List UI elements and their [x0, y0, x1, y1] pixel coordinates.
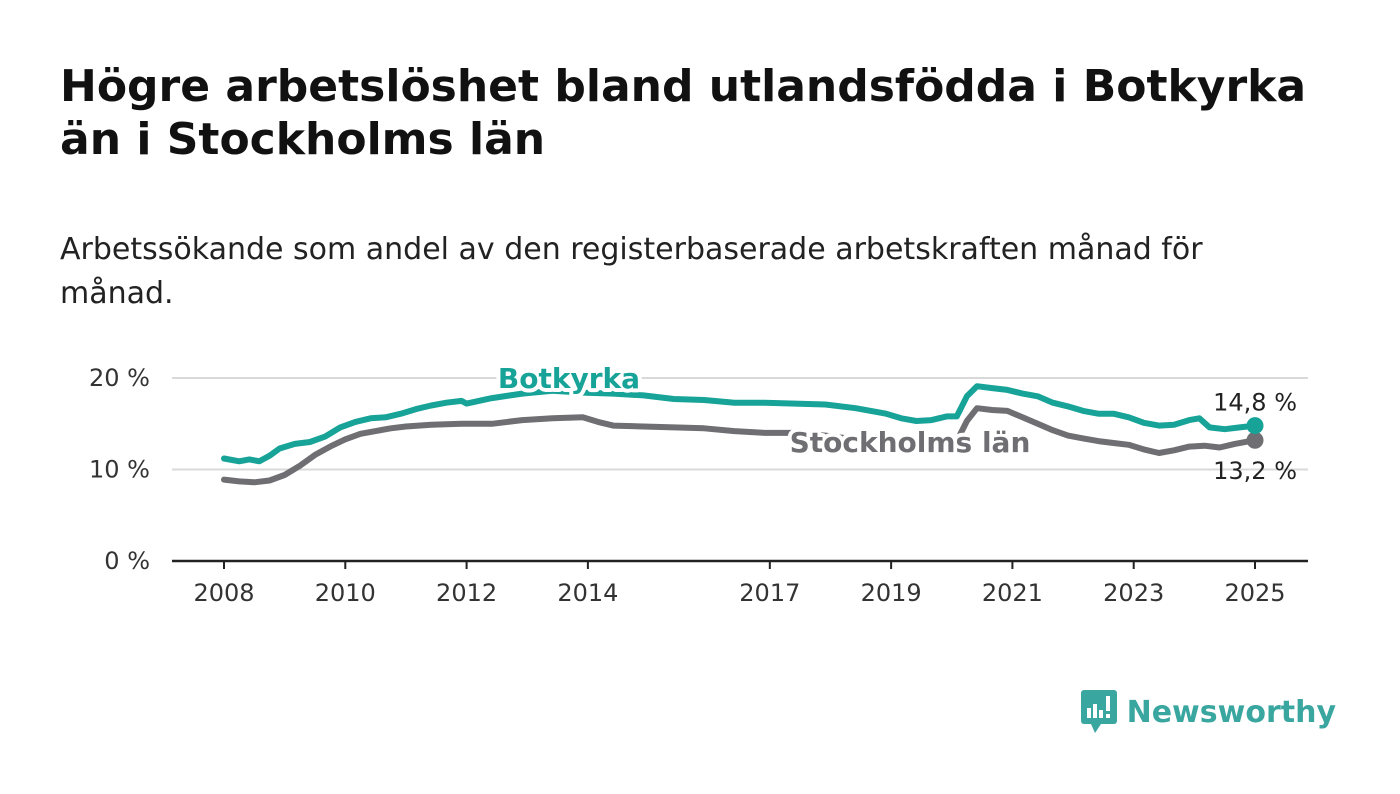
series-label-botkyrka: Botkyrka [498, 362, 640, 395]
x-tick-label-2023: 2023 [1103, 579, 1164, 607]
y-tick-label-10: 10 % [89, 456, 150, 484]
x-tick-label-2019: 2019 [861, 579, 922, 607]
x-tick-label-2010: 2010 [315, 579, 376, 607]
chart-title: Högre arbetslöshet bland utlandsfödda i … [60, 61, 1307, 165]
y-tick-label-20: 20 % [89, 364, 150, 392]
x-tick-label-2014: 2014 [557, 579, 618, 607]
line-chart: 0 % 10 % 20 % 2008 2010 2012 2014 2017 2019 2021 2… [89, 358, 1308, 607]
end-dot-botkyrka [1246, 417, 1264, 435]
y-tick-label-0: 0 % [104, 547, 150, 575]
newsworthy-logo-icon [1080, 690, 1117, 733]
brand-name: Newsworthy [1126, 694, 1336, 730]
end-dot-stockholms-län [1246, 431, 1264, 449]
x-tick-label-2012: 2012 [436, 579, 497, 607]
x-tick-label-2025: 2025 [1224, 579, 1285, 607]
series-label-stockholms-lan: Stockholms län [790, 426, 1031, 459]
brand-logo: Newsworthy [1080, 690, 1336, 734]
x-tick-label-2021: 2021 [982, 579, 1043, 607]
x-tick-label-2017: 2017 [739, 579, 800, 607]
end-label-stockholms-lan: 13,2 % [1213, 457, 1297, 485]
series-line-botkyrka [221, 383, 1258, 465]
end-label-botkyrka: 14,8 % [1213, 389, 1297, 417]
chart-subtitle: Arbetssökande som andel av den registerb… [60, 232, 1203, 311]
x-tick-label-2008: 2008 [193, 579, 254, 607]
series-line-stockholms-län [221, 405, 1258, 486]
